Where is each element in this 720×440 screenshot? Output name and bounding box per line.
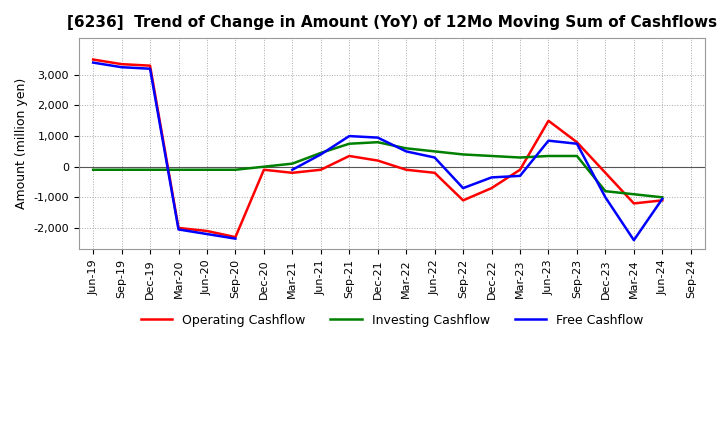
Investing Cashflow — [317, 150, 325, 156]
Investing Cashflow — [516, 155, 524, 160]
Operating Cashflow — [629, 201, 638, 206]
Investing Cashflow — [544, 153, 553, 158]
Free Cashflow — [231, 236, 240, 241]
Free Cashflow — [145, 66, 154, 71]
Operating Cashflow — [658, 198, 667, 203]
Operating Cashflow — [544, 118, 553, 123]
Operating Cashflow — [89, 57, 97, 62]
Operating Cashflow — [117, 62, 126, 67]
Operating Cashflow — [572, 139, 581, 145]
Investing Cashflow — [231, 167, 240, 172]
Investing Cashflow — [202, 167, 211, 172]
Investing Cashflow — [402, 146, 410, 151]
Free Cashflow — [174, 227, 183, 232]
Operating Cashflow — [345, 153, 354, 158]
Operating Cashflow — [260, 167, 269, 172]
Line: Operating Cashflow: Operating Cashflow — [93, 59, 662, 237]
Operating Cashflow — [601, 170, 610, 176]
Free Cashflow — [202, 231, 211, 237]
Operating Cashflow — [288, 170, 297, 176]
Operating Cashflow — [202, 228, 211, 234]
Investing Cashflow — [629, 191, 638, 197]
Investing Cashflow — [487, 153, 496, 158]
Investing Cashflow — [89, 167, 97, 172]
Legend: Operating Cashflow, Investing Cashflow, Free Cashflow: Operating Cashflow, Investing Cashflow, … — [135, 309, 648, 332]
Operating Cashflow — [145, 63, 154, 68]
Investing Cashflow — [345, 141, 354, 147]
Operating Cashflow — [459, 198, 467, 203]
Operating Cashflow — [516, 167, 524, 172]
Line: Free Cashflow: Free Cashflow — [93, 62, 235, 238]
Operating Cashflow — [174, 225, 183, 231]
Investing Cashflow — [431, 149, 439, 154]
Investing Cashflow — [658, 194, 667, 200]
Line: Investing Cashflow: Investing Cashflow — [93, 142, 662, 197]
Operating Cashflow — [402, 167, 410, 172]
Investing Cashflow — [572, 153, 581, 158]
Free Cashflow — [89, 60, 97, 65]
Operating Cashflow — [487, 186, 496, 191]
Operating Cashflow — [231, 235, 240, 240]
Free Cashflow — [117, 65, 126, 70]
Investing Cashflow — [374, 139, 382, 145]
Operating Cashflow — [431, 170, 439, 176]
Operating Cashflow — [374, 158, 382, 163]
Investing Cashflow — [117, 167, 126, 172]
Investing Cashflow — [459, 152, 467, 157]
Investing Cashflow — [174, 167, 183, 172]
Y-axis label: Amount (million yen): Amount (million yen) — [15, 78, 28, 209]
Title: [6236]  Trend of Change in Amount (YoY) of 12Mo Moving Sum of Cashflows: [6236] Trend of Change in Amount (YoY) o… — [67, 15, 717, 30]
Operating Cashflow — [317, 167, 325, 172]
Investing Cashflow — [145, 167, 154, 172]
Investing Cashflow — [260, 164, 269, 169]
Investing Cashflow — [601, 189, 610, 194]
Investing Cashflow — [288, 161, 297, 166]
